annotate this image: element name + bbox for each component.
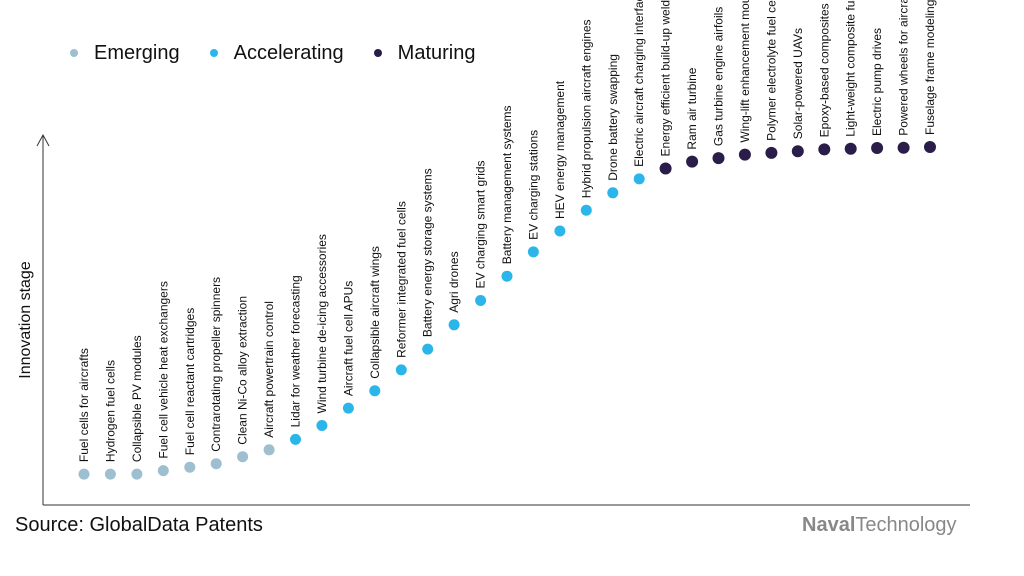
data-point-label: Polymer electrolyte fuel cells	[764, 0, 778, 141]
data-point-marker	[369, 385, 381, 397]
data-point-label: Battery energy storage systems	[421, 168, 435, 337]
data-point-label: Aircraft fuel cell APUs	[341, 281, 355, 396]
data-point-label: Lidar for weather forecasting	[289, 275, 303, 427]
legend-item-emerging: Emerging	[70, 42, 180, 65]
data-point-label: Fuselage frame modeling	[923, 0, 937, 135]
data-point-label: Fuel cell reactant cartridges	[183, 308, 197, 455]
data-point-marker	[712, 152, 725, 165]
data-points: Fuel cells for aircrafts Hydrogen fuel ce…	[77, 0, 937, 480]
data-point-marker	[633, 173, 645, 185]
data-point-marker	[659, 162, 672, 175]
y-axis-label: Innovation stage	[17, 261, 34, 379]
data-point-marker	[527, 246, 539, 258]
legend-item-maturing: Maturing	[373, 41, 476, 65]
data-point-marker	[342, 402, 354, 414]
data-point-label: Light-weight composite fuselage	[844, 0, 858, 137]
data-point-marker	[104, 468, 116, 480]
emerging-dot-icon	[70, 49, 78, 57]
legend-item-accelerating: Accelerating	[209, 41, 344, 65]
brand-logo: NavalTechnology	[802, 514, 957, 537]
data-point-label: Collapsible aircraft wings	[368, 246, 382, 379]
data-point-marker	[290, 433, 301, 445]
data-point-marker	[897, 141, 910, 154]
data-point-marker	[818, 143, 831, 156]
data-point-marker	[580, 204, 592, 216]
legend-label-emerging: Emerging	[94, 41, 180, 64]
data-point-marker	[395, 364, 407, 376]
chart-legend: Emerging Accelerating Maturing	[70, 38, 505, 68]
data-point-label: Epoxy-based composites	[817, 3, 831, 137]
data-point-marker	[871, 142, 884, 154]
legend-label-accelerating: Accelerating	[233, 41, 344, 64]
data-point-marker	[924, 141, 936, 153]
data-point-marker	[448, 319, 460, 331]
data-point-label: Solar-powered UAVs	[791, 28, 805, 139]
data-point-marker	[607, 187, 619, 199]
data-point-label: Agri drones	[447, 251, 461, 312]
data-point-label: Fuel cells for aircrafts	[77, 348, 91, 462]
data-point-marker	[131, 468, 143, 480]
y-axis-arrow-icon	[36, 133, 50, 147]
data-point-label: Drone battery swapping	[606, 54, 620, 181]
data-point-label: Battery management systems	[500, 105, 514, 264]
legend-label-maturing: Maturing	[397, 41, 476, 64]
data-point-marker	[184, 461, 196, 473]
data-point-label: Gas turbine engine airfoils	[712, 7, 726, 146]
data-point-marker	[554, 225, 566, 237]
accelerating-dot-icon	[209, 49, 218, 57]
data-point-label: Ram air turbine	[685, 67, 699, 149]
data-point-label: EV charging smart grids	[474, 160, 488, 288]
brand-name-bold: Naval	[802, 514, 856, 536]
data-point-label: Powered wheels for aircraft landing	[897, 0, 911, 136]
data-point-label: Electric pump drives	[870, 28, 884, 136]
data-point-label: Wing-lift enhancement mountings	[738, 0, 752, 143]
data-point-marker	[422, 343, 434, 355]
data-point-marker	[157, 465, 169, 477]
data-point-label: Reformer integrated fuel cells	[394, 201, 408, 358]
data-point-label: Fuel cell vehicle heat exchangers	[156, 281, 170, 458]
source-note: Source: GlobalData Patents	[15, 514, 263, 536]
data-point-label: Hydrogen fuel cells	[103, 360, 117, 462]
data-point-marker	[316, 420, 328, 431]
data-point-label: Collapsible PV modules	[130, 335, 144, 462]
data-point-marker	[210, 458, 222, 470]
brand-name-rest: Technology	[855, 514, 957, 536]
data-point-label: Aircraft powertrain control	[262, 301, 276, 438]
data-point-label: Hybrid propulsion aircraft engines	[579, 19, 593, 198]
data-point-marker	[501, 270, 513, 282]
data-point-label: Clean Ni-Co alloy extraction	[236, 296, 250, 445]
data-point-label: EV charging stations	[526, 130, 540, 240]
data-point-label: Contrarotating propeller spinners	[209, 277, 223, 452]
data-point-marker	[791, 145, 804, 158]
data-point-marker	[765, 146, 778, 159]
data-point-marker	[237, 451, 249, 463]
data-point-marker	[686, 155, 699, 168]
data-point-label: Wind turbine de-icing accessories	[315, 234, 329, 413]
data-point-marker	[475, 295, 487, 306]
data-point-marker	[738, 148, 751, 161]
data-point-label: HEV energy management	[553, 80, 567, 219]
data-point-label: Energy efficient build-up welding	[659, 0, 673, 157]
maturing-dot-icon	[373, 49, 382, 57]
data-point-marker	[78, 468, 90, 480]
data-point-marker	[844, 142, 857, 155]
data-point-marker	[263, 444, 275, 456]
data-point-label: Electric aircraft charging interfaces	[632, 0, 646, 167]
